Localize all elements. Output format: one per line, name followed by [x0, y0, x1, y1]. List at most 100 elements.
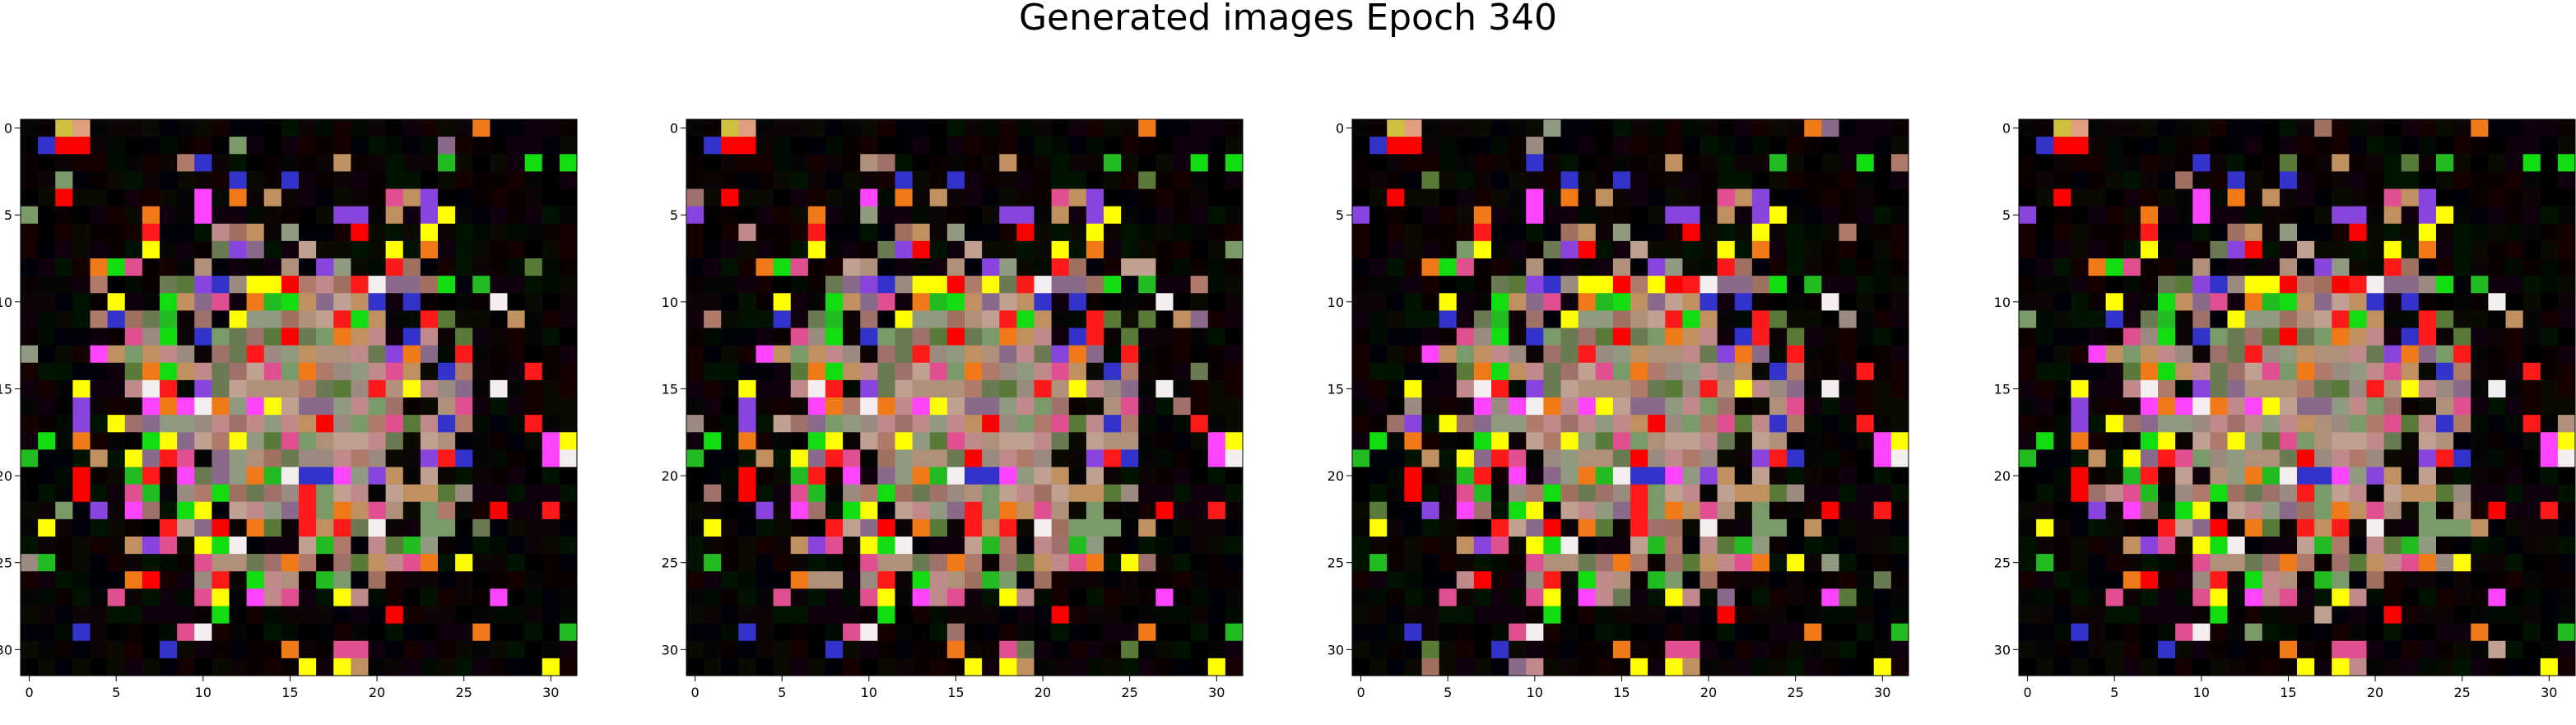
pixel-cell	[1491, 518, 1509, 537]
pixel-cell	[194, 154, 212, 172]
pixel-cell	[490, 223, 508, 242]
pixel-cell	[1016, 310, 1035, 328]
pixel-cell	[843, 240, 861, 259]
pixel-cell	[1086, 432, 1104, 450]
pixel-cell	[1682, 484, 1700, 503]
pixel-cell	[2314, 449, 2332, 467]
pixel-cell	[1856, 188, 1875, 207]
pixel-cell	[2175, 119, 2193, 137]
pixel-cell	[368, 362, 387, 381]
pixel-cell	[368, 571, 387, 589]
pixel-cell	[1121, 606, 1139, 625]
pixel-cell	[420, 154, 439, 172]
pixel-cell	[160, 276, 178, 294]
pixel-cell	[2210, 240, 2228, 259]
pixel-cell	[1665, 432, 1683, 450]
pixel-cell	[860, 658, 878, 676]
pixel-cell	[1138, 240, 1156, 259]
pixel-cell	[946, 345, 965, 364]
pixel-cell	[2383, 467, 2402, 486]
pixel-cell	[860, 240, 878, 259]
pixel-cell	[1890, 223, 1909, 242]
pixel-cell	[21, 588, 39, 606]
pixel-cell	[999, 119, 1017, 137]
pixel-cell	[385, 293, 404, 311]
pixel-cell	[1439, 293, 1458, 311]
pixel-cell	[455, 171, 473, 189]
pixel-cell	[912, 658, 931, 676]
pixel-cell	[756, 537, 774, 555]
pixel-cell	[756, 449, 774, 467]
pixel-cell	[1068, 554, 1087, 572]
pixel-cell	[1560, 537, 1579, 555]
pixel-cell	[1034, 467, 1053, 486]
pixel-cell	[142, 432, 160, 450]
pixel-cell	[895, 119, 914, 137]
pixel-cell	[1138, 640, 1156, 659]
pixel-cell	[1682, 415, 1700, 433]
pixel-cell	[385, 276, 404, 294]
pixel-cell	[351, 171, 369, 189]
pixel-cell	[1873, 571, 1892, 589]
pixel-cell	[55, 379, 73, 398]
pixel-cell	[1491, 119, 1509, 137]
pixel-cell	[351, 571, 369, 589]
pixel-cell	[1051, 293, 1070, 311]
pixel-cell	[1665, 258, 1683, 277]
pixel-cell	[1404, 623, 1422, 642]
pixel-cell	[2019, 501, 2037, 520]
pixel-cell	[2488, 484, 2506, 503]
pixel-cell	[1873, 171, 1892, 189]
pixel-cell	[2557, 518, 2576, 537]
pixel-cell	[2349, 537, 2367, 555]
pixel-cell	[2523, 223, 2541, 242]
pixel-cell	[877, 154, 895, 172]
pixel-cell	[1404, 658, 1422, 676]
pixel-cell	[524, 588, 543, 606]
pixel-cell	[1648, 415, 1666, 433]
pixel-cell	[2088, 415, 2107, 433]
pixel-cell	[177, 379, 195, 398]
pixel-cell	[1369, 501, 1388, 520]
pixel-cell	[1873, 188, 1892, 207]
pixel-cell	[843, 397, 861, 416]
pixel-cell	[2557, 223, 2576, 242]
pixel-cell	[2332, 467, 2350, 486]
pixel-cell	[1421, 137, 1440, 155]
pixel-cell	[2314, 415, 2332, 433]
pixel-cell	[2540, 449, 2559, 467]
pixel-cell	[38, 119, 56, 137]
pixel-cell	[2227, 640, 2246, 659]
pixel-cell	[2297, 206, 2315, 225]
pixel-cell	[1821, 154, 1839, 172]
pixel-cell	[1456, 137, 1475, 155]
pixel-cell	[1155, 293, 1174, 311]
pixel-cell	[1121, 223, 1139, 242]
pixel-cell	[2523, 467, 2541, 486]
pixel-cell	[1543, 537, 1561, 555]
pixel-cell	[1421, 415, 1440, 433]
pixel-cell	[2314, 658, 2332, 676]
pixel-cell	[1873, 310, 1892, 328]
pixel-cell	[1734, 588, 1753, 606]
pixel-cell	[2158, 379, 2176, 398]
pixel-cell	[2332, 171, 2350, 189]
pixel-cell	[1804, 137, 1822, 155]
pixel-cell	[1404, 362, 1422, 381]
pixel-cell	[825, 258, 844, 277]
pixel-cell	[1190, 554, 1209, 572]
pixel-cell	[1155, 362, 1174, 381]
pixel-cell	[686, 501, 704, 520]
pixel-cell	[1068, 501, 1087, 520]
pixel-cell	[2332, 554, 2350, 572]
pixel-cell	[438, 276, 456, 294]
pixel-cell	[38, 188, 56, 207]
pixel-cell	[2053, 345, 2071, 364]
pixel-cell	[1839, 449, 1858, 467]
pixel-cell	[1121, 171, 1139, 189]
pixel-cell	[877, 640, 895, 659]
pixel-cell	[524, 432, 543, 450]
pixel-cell	[1751, 310, 1770, 328]
pixel-cell	[507, 362, 526, 381]
